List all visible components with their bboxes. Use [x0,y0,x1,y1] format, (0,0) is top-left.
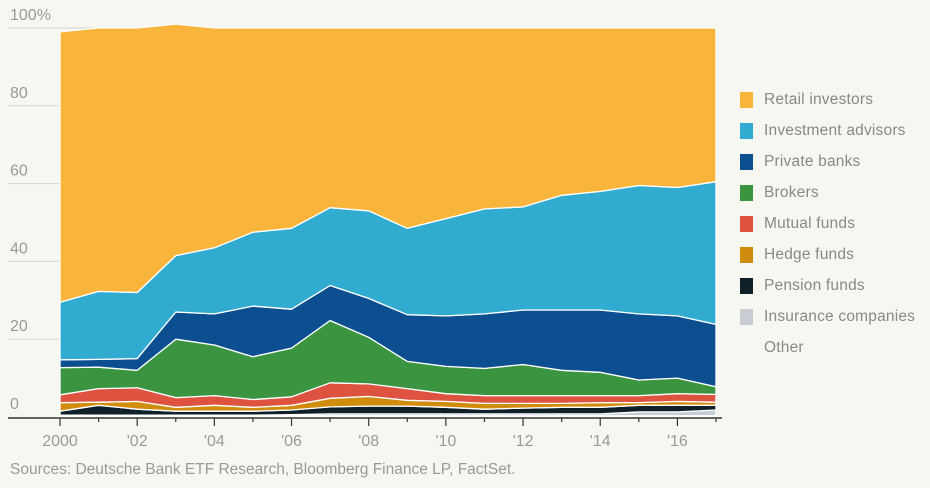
x-tick-label: '08 [358,433,379,450]
legend-item-retail-investors: Retail investors [740,84,915,115]
legend-item-other: Other [740,332,915,363]
legend-item-insurance-companies: Insurance companies [740,301,915,332]
legend-item-private-banks: Private banks [740,146,915,177]
area-series-group [59,23,717,418]
legend-item-investment-advisors: Investment advisors [740,115,915,146]
legend-label: Pension funds [764,276,865,294]
legend-label: Brokers [764,183,819,201]
legend-label: Mutual funds [764,214,856,232]
source-note: Sources: Deutsche Bank ETF Research, Blo… [10,461,516,478]
y-tick-label: 0 [10,396,19,413]
x-tick-label: 2000 [42,433,78,450]
legend-swatch [740,122,753,139]
legend-label: Other [764,338,804,356]
legend-swatch [740,246,753,263]
legend-item-mutual-funds: Mutual funds [740,208,915,239]
legend-item-hedge-funds: Hedge funds [740,239,915,270]
y-tick-label: 20 [10,318,28,335]
legend-label: Investment advisors [764,121,906,139]
legend-label: Hedge funds [764,245,855,263]
x-tick-label: '06 [281,433,302,450]
y-tick-label: 80 [10,85,28,102]
x-tick-label: '16 [667,433,688,450]
x-tick-label: '12 [513,433,534,450]
x-tick-label: '02 [127,433,148,450]
legend-label: Retail investors [764,90,874,108]
legend-swatch [740,308,753,325]
legend-swatch [740,339,753,356]
legend-item-pension-funds: Pension funds [740,270,915,301]
legend-swatch [740,91,753,108]
legend-swatch [740,277,753,294]
x-tick-label: '10 [435,433,456,450]
area-retail-investors [59,23,717,303]
y-tick-label: 40 [10,240,28,257]
legend-label: Private banks [764,152,861,170]
x-tick-label: '04 [204,433,225,450]
legend-swatch [740,184,753,201]
x-axis: 2000 '02 '04 '06 '08 '10 '12 '14 '16 [8,417,722,450]
y-tick-label: 60 [10,163,28,180]
legend-swatch [740,215,753,232]
legend-item-brokers: Brokers [740,177,915,208]
legend-label: Insurance companies [764,307,916,325]
x-tick-label: '14 [590,433,611,450]
y-tick-label: 100% [10,7,51,24]
legend-swatch [740,153,753,170]
legend: Retail investors Investment advisors Priva… [740,84,915,363]
y-axis-tick-labels: 0 20 40 60 80 100% [10,7,51,413]
